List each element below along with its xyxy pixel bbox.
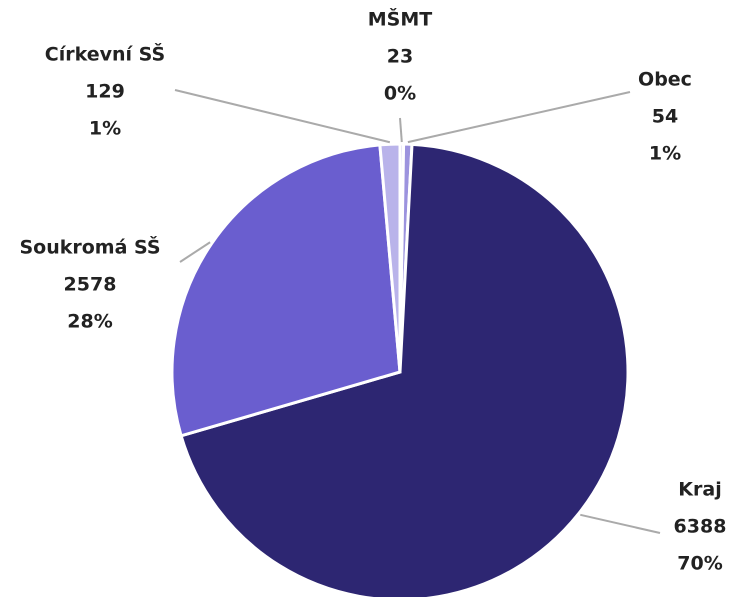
pie-slice xyxy=(170,143,402,438)
slice-percent: 1% xyxy=(89,118,121,140)
slice-value: 54 xyxy=(652,106,678,128)
leader-line xyxy=(407,91,631,144)
slice-label: Kraj xyxy=(678,479,721,501)
slice-value: 129 xyxy=(85,81,125,103)
slice-percent: 70% xyxy=(677,553,722,575)
slice-label: Soukromá SŠ xyxy=(19,235,160,259)
slice-value: 2578 xyxy=(64,274,117,296)
leader-line xyxy=(174,89,391,144)
leader-line xyxy=(580,513,661,534)
slice-label: MŠMT xyxy=(368,7,432,31)
leader-line xyxy=(399,117,403,143)
leader-line xyxy=(179,241,211,263)
slice-percent: 1% xyxy=(649,143,681,165)
pie-slice xyxy=(378,142,402,373)
slice-value: 6388 xyxy=(674,516,727,538)
slice-value: 23 xyxy=(387,46,413,68)
slice-percent: 28% xyxy=(67,311,112,333)
pie-slice xyxy=(179,142,630,597)
slice-label: Obec xyxy=(638,69,692,91)
slice-percent: 0% xyxy=(384,83,416,105)
slice-label: Církevní SŠ xyxy=(45,42,165,66)
